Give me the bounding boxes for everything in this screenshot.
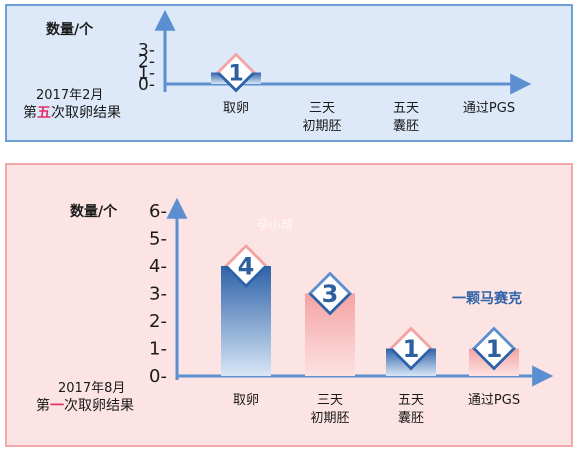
chart2-marks: 0- 1- 2- 3- 4- 5- 6- 取卵 三天初期胚 五天囊胚 通过PGS 4 3 1 1 [149, 201, 520, 426]
chart2-value-label-2: 1 [403, 335, 420, 363]
chart1-marks: 0-1-2-3- 取卵 三天初期胚 五天囊胚 通过PGS 1 [138, 41, 515, 135]
chart1-ylabel: 数量/个 [46, 21, 94, 38]
chart2-value-badge-1: 3 [308, 271, 352, 316]
chart1-xtick-0: 取卵 [223, 101, 249, 116]
chart2-xtick-2: 五天囊胚 [398, 393, 424, 426]
chart2-xtick-0: 取卵 [233, 393, 259, 408]
chart1-ytick-2: 2- [138, 52, 155, 72]
chart2-ytick-4: 4- [149, 256, 167, 277]
chart2-value-badge-0: 4 [224, 244, 268, 288]
chart1-xtick-1: 三天初期胚 [302, 101, 341, 134]
chart1-caption-line1: 2017年2月 [36, 88, 103, 103]
chart2-ylabel: 数量/个 [70, 203, 118, 220]
chart2-value-label-1: 3 [322, 280, 339, 308]
chart2-caption-highlight: 一 [50, 398, 64, 414]
chart-panel-aug [5, 163, 573, 447]
chart2-ytick-1: 1- [149, 339, 167, 360]
chart1-caption-highlight: 五 [37, 105, 51, 121]
chart1-caption-line2: 第五次取卵结果 [23, 104, 121, 121]
chart2-annotation: 一颗马赛克 [452, 290, 522, 307]
chart2-value-badge-2: 1 [389, 326, 433, 371]
chart1-value-badge-0: 1 [216, 52, 256, 93]
chart2-xtick-1: 三天初期胚 [310, 393, 349, 426]
chart2-value-badge-3: 1 [472, 326, 516, 371]
watermark-text: 孕小帮 [257, 218, 294, 232]
chart2-ytick-3: 3- [149, 284, 167, 305]
chart1-value-label-0: 1 [228, 61, 243, 86]
chart2-ytick-6: 6- [149, 201, 167, 222]
chart2-ytick-5: 5- [149, 229, 167, 250]
chart1-ytick-1: 1- [138, 64, 155, 84]
chart2-caption-line2: 第一次取卵结果 [36, 397, 134, 414]
chart1-ytick-3: 3- [138, 41, 155, 61]
chart2-xtick-3: 通过PGS [468, 393, 520, 408]
chart2-ytick-2: 2- [149, 311, 167, 332]
chart2-value-label-3: 1 [486, 335, 503, 363]
chart1-ytick-0: 0- [138, 75, 155, 95]
chart1-xtick-2: 五天囊胚 [393, 101, 419, 134]
chart2-ytick-0: 0- [149, 366, 167, 387]
chart1-xtick-3: 通过PGS [463, 101, 515, 116]
chart2-value-label-0: 4 [238, 253, 255, 281]
chart2-caption-line1: 2017年8月 [58, 381, 125, 396]
chart-panel-feb [5, 4, 573, 142]
